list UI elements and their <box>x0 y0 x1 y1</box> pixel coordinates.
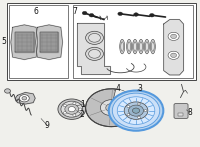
Circle shape <box>86 31 103 44</box>
Ellipse shape <box>128 42 130 51</box>
Polygon shape <box>36 25 62 60</box>
Circle shape <box>106 104 117 112</box>
Circle shape <box>86 47 103 60</box>
Circle shape <box>168 32 179 40</box>
Bar <box>73 5 193 78</box>
Circle shape <box>63 104 66 107</box>
Circle shape <box>117 97 155 125</box>
Circle shape <box>61 101 83 117</box>
Ellipse shape <box>146 42 148 51</box>
Text: 2: 2 <box>80 110 85 119</box>
Bar <box>178 113 183 116</box>
Bar <box>7 3 196 80</box>
Circle shape <box>89 34 100 42</box>
FancyBboxPatch shape <box>174 104 188 118</box>
Circle shape <box>100 100 122 116</box>
Polygon shape <box>77 22 110 74</box>
Circle shape <box>65 104 79 114</box>
Ellipse shape <box>151 42 154 51</box>
Text: 1: 1 <box>80 100 85 109</box>
Circle shape <box>79 108 82 110</box>
Text: 7: 7 <box>72 7 77 16</box>
Circle shape <box>58 99 86 119</box>
Circle shape <box>68 107 75 112</box>
Circle shape <box>82 11 87 15</box>
Circle shape <box>112 93 160 128</box>
Wedge shape <box>111 89 137 126</box>
Circle shape <box>63 112 66 114</box>
Circle shape <box>109 91 163 131</box>
Circle shape <box>19 95 29 102</box>
Polygon shape <box>11 25 38 60</box>
Circle shape <box>118 12 123 16</box>
Circle shape <box>127 106 130 108</box>
Polygon shape <box>40 32 58 52</box>
Circle shape <box>171 34 177 39</box>
Circle shape <box>22 97 27 100</box>
Circle shape <box>149 14 154 17</box>
Circle shape <box>86 89 137 127</box>
Circle shape <box>138 116 140 118</box>
Text: 5: 5 <box>1 37 6 46</box>
Polygon shape <box>15 32 34 52</box>
Ellipse shape <box>150 39 155 54</box>
Circle shape <box>73 102 76 104</box>
Text: 9: 9 <box>45 121 49 130</box>
Bar <box>9 5 68 78</box>
Ellipse shape <box>144 39 149 54</box>
Circle shape <box>132 108 140 113</box>
Polygon shape <box>164 20 183 75</box>
Text: 6: 6 <box>33 7 38 16</box>
Ellipse shape <box>120 39 125 54</box>
Circle shape <box>171 53 177 57</box>
Circle shape <box>124 102 148 119</box>
Text: 8: 8 <box>187 108 192 117</box>
Ellipse shape <box>133 39 138 54</box>
Circle shape <box>73 114 76 116</box>
Ellipse shape <box>127 39 132 54</box>
Circle shape <box>144 110 147 112</box>
Text: 3: 3 <box>138 84 142 93</box>
Circle shape <box>127 114 130 116</box>
Ellipse shape <box>121 42 124 51</box>
Circle shape <box>138 103 140 105</box>
Circle shape <box>5 89 10 93</box>
Polygon shape <box>15 92 35 104</box>
Circle shape <box>89 50 100 58</box>
Ellipse shape <box>139 39 143 54</box>
Circle shape <box>134 13 138 16</box>
Circle shape <box>89 14 94 17</box>
Circle shape <box>129 105 144 116</box>
Ellipse shape <box>140 42 142 51</box>
Text: 4: 4 <box>116 84 121 93</box>
Circle shape <box>168 51 179 59</box>
Ellipse shape <box>134 42 136 51</box>
